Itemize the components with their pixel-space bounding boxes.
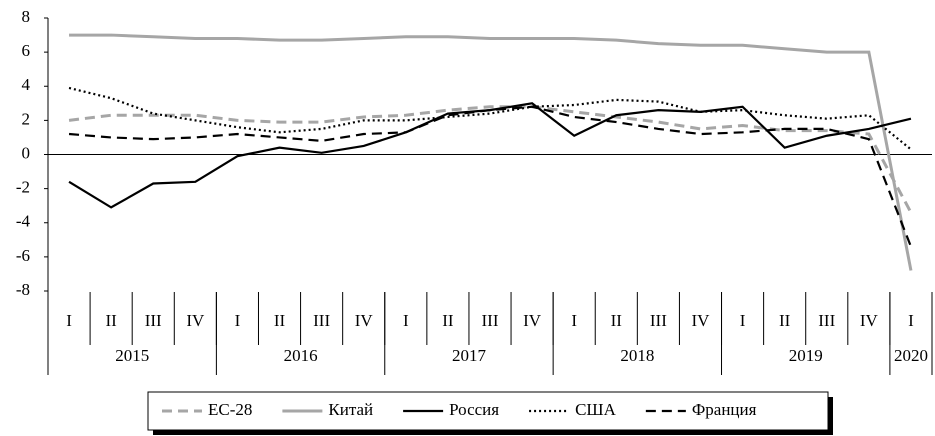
year-label: 2020 [894, 346, 928, 365]
y-tick-label: 0 [22, 143, 31, 162]
y-tick-label: -8 [16, 280, 30, 299]
x-tick-label: I [571, 311, 577, 330]
y-tick-label: 4 [22, 75, 31, 94]
x-tick-label: IV [523, 311, 542, 330]
x-tick-label: I [66, 311, 72, 330]
y-tick-label: -6 [16, 246, 30, 265]
x-tick-label: III [313, 311, 330, 330]
x-tick-label: IV [691, 311, 710, 330]
x-tick-label: I [740, 311, 746, 330]
y-tick-label: -2 [16, 178, 30, 197]
x-tick-label: II [442, 311, 454, 330]
y-tick-label: 8 [22, 7, 31, 26]
x-tick-label: II [105, 311, 117, 330]
legend-box [147, 391, 829, 431]
x-tick-label: II [611, 311, 623, 330]
x-tick-label: III [818, 311, 835, 330]
series-line [68, 105, 912, 248]
legend-label: Франция [692, 400, 757, 419]
y-tick-label: 6 [22, 41, 31, 60]
legend-label: ЕС-28 [208, 400, 252, 419]
y-tick-label: 2 [22, 109, 31, 128]
series-line [68, 105, 913, 214]
x-tick-label: III [145, 311, 162, 330]
y-tick-label: -4 [16, 212, 31, 231]
x-tick-label: III [650, 311, 667, 330]
x-tick-label: IV [186, 311, 205, 330]
year-label: 2015 [115, 346, 149, 365]
series-line [68, 86, 912, 151]
year-label: 2018 [620, 346, 654, 365]
legend-label: Китай [328, 400, 373, 419]
x-tick-label: IV [860, 311, 879, 330]
year-label: 2019 [789, 346, 823, 365]
series-line [69, 33, 913, 271]
x-tick-label: II [779, 311, 791, 330]
x-tick-label: IV [355, 311, 374, 330]
legend-label: США [575, 400, 616, 419]
x-tick-label: I [235, 311, 241, 330]
x-tick-label: I [908, 311, 914, 330]
legend-label: Россия [449, 400, 499, 419]
x-tick-label: I [403, 311, 409, 330]
year-label: 2016 [284, 346, 318, 365]
series-line [68, 102, 912, 209]
x-tick-label: II [274, 311, 286, 330]
year-label: 2017 [452, 346, 487, 365]
x-tick-label: III [482, 311, 499, 330]
